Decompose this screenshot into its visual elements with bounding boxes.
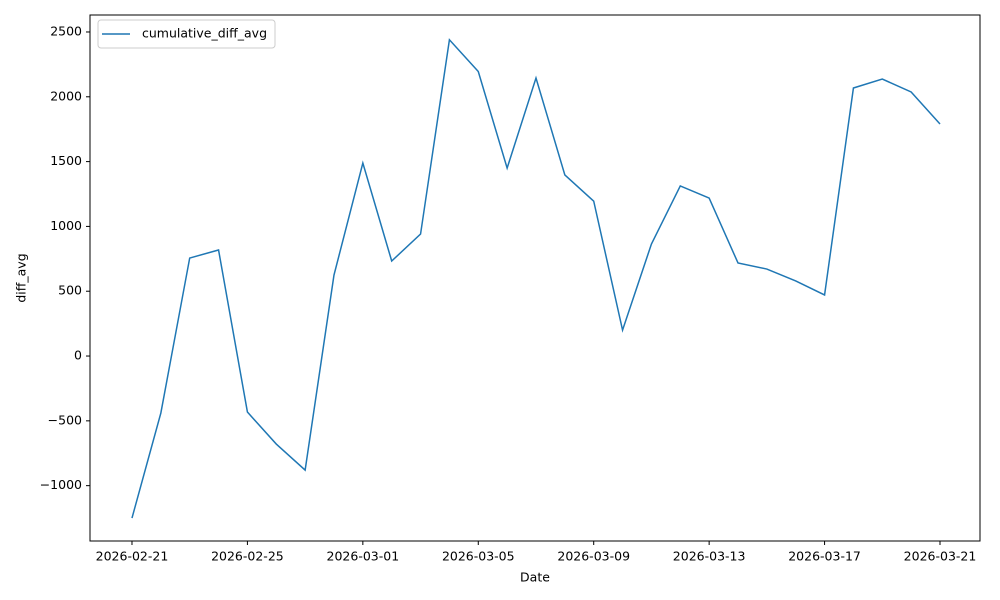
x-axis-label: Date: [520, 570, 550, 585]
y-tick-label: 2000: [50, 88, 82, 103]
data-line: [131, 38, 941, 519]
legend-label: cumulative_diff_avg: [142, 26, 267, 41]
y-axis-label: diff_avg: [14, 253, 29, 302]
x-tick-label: 2026-03-05: [442, 549, 515, 564]
y-tick-label: 1500: [50, 153, 82, 168]
x-tick-label: 2026-03-09: [557, 549, 630, 564]
y-tick-label: 1000: [50, 218, 82, 233]
x-tick-label: 2026-03-17: [788, 549, 861, 564]
legend-box: [97, 19, 276, 49]
x-tick-label: 2026-03-13: [673, 549, 746, 564]
x-tick-label: 2026-02-25: [211, 549, 284, 564]
y-tick-label: −1000: [40, 477, 82, 492]
plot-frame: [89, 14, 981, 542]
y-tick-label: 500: [58, 283, 82, 298]
x-tick-label: 2026-03-21: [904, 549, 977, 564]
y-tick-label: 0: [74, 348, 82, 363]
y-tick-label: −500: [48, 412, 82, 427]
x-tick-label: 2026-02-21: [96, 549, 169, 564]
y-tick-label: 2500: [50, 23, 82, 38]
x-tick-label: 2026-03-01: [327, 549, 400, 564]
